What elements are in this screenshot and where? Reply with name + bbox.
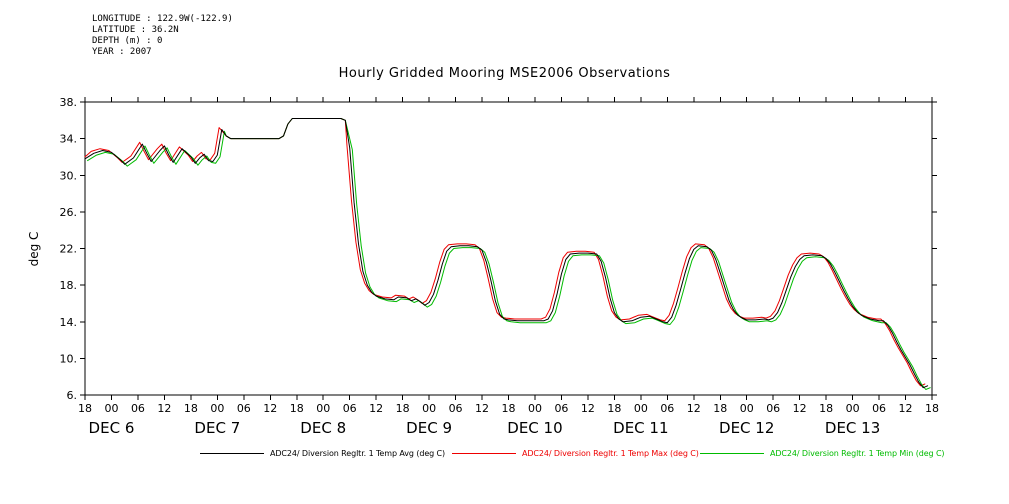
x-hour-tick-label: 06 xyxy=(872,402,886,415)
x-hour-tick-label: 00 xyxy=(740,402,754,415)
x-date-label: DEC 12 xyxy=(719,419,774,437)
legend-item-temp-max: ADC24/ Diversion Regltr. 1 Temp Max (deg… xyxy=(452,448,699,458)
plot-frame xyxy=(84,101,933,396)
x-hour-tick-label: 00 xyxy=(316,402,330,415)
x-hour-tick-label: 06 xyxy=(131,402,145,415)
x-hour-tick-label: 18 xyxy=(78,402,92,415)
y-tick-label: 38. xyxy=(60,96,78,109)
x-hour-tick-label: 18 xyxy=(290,402,304,415)
x-hour-tick-label: 18 xyxy=(502,402,516,415)
temp-avg-line-sample xyxy=(200,452,264,454)
y-tick-label: 10. xyxy=(60,352,78,365)
x-hour-tick-label: 18 xyxy=(396,402,410,415)
longitude-line: LONGITUDE : 122.9W(-122.9) xyxy=(92,14,233,24)
x-date-label: DEC 9 xyxy=(406,419,452,437)
series-line-temp-max xyxy=(84,118,926,387)
y-tick-label: 34. xyxy=(60,133,78,146)
x-date-label: DEC 11 xyxy=(613,419,668,437)
legend-item-temp-avg: ADC24/ Diversion Regltr. 1 Temp Avg (deg… xyxy=(200,448,445,458)
x-hour-tick-label: 00 xyxy=(634,402,648,415)
x-hour-tick-label: 18 xyxy=(607,402,621,415)
chart-title: Hourly Gridded Mooring MSE2006 Observati… xyxy=(338,66,671,81)
x-hour-tick-label: 18 xyxy=(184,402,198,415)
temp-min-line-sample xyxy=(700,452,764,454)
y-tick-label: 30. xyxy=(60,169,78,182)
x-hour-tick-label: 12 xyxy=(475,402,489,415)
x-hour-tick-label: 12 xyxy=(687,402,701,415)
x-hour-tick-label: 00 xyxy=(104,402,118,415)
x-hour-tick-label: 12 xyxy=(157,402,171,415)
x-date-label: DEC 7 xyxy=(194,419,240,437)
x-hour-tick-label: 00 xyxy=(210,402,224,415)
latitude-line: LATITUDE : 36.2N xyxy=(92,25,179,35)
x-hour-tick-label: 06 xyxy=(449,402,463,415)
x-hour-tick-label: 06 xyxy=(343,402,357,415)
x-hour-tick-label: 06 xyxy=(554,402,568,415)
x-hour-tick-label: 12 xyxy=(899,402,913,415)
y-tick-label: 14. xyxy=(60,316,78,329)
x-hour-tick-label: 18 xyxy=(819,402,833,415)
x-hour-tick-label: 06 xyxy=(660,402,674,415)
x-hour-tick-label: 00 xyxy=(846,402,860,415)
x-hour-tick-label: 12 xyxy=(793,402,807,415)
header-info-block: LONGITUDE : 122.9W(-122.9) LATITUDE : 36… xyxy=(92,14,233,58)
x-hour-tick-label: 06 xyxy=(237,402,251,415)
x-hour-tick-label: 06 xyxy=(766,402,780,415)
y-axis-label: deg C xyxy=(27,232,41,267)
temp-avg-legend-label: ADC24/ Diversion Regltr. 1 Temp Avg (deg… xyxy=(270,448,446,458)
x-date-label: DEC 6 xyxy=(89,419,135,437)
x-hour-tick-label: 12 xyxy=(581,402,595,415)
y-tick-label: 6. xyxy=(67,389,78,402)
legend-item-temp-min: ADC24/ Diversion Regltr. 1 Temp Min (deg… xyxy=(700,448,945,458)
x-hour-tick-label: 12 xyxy=(263,402,277,415)
y-tick-label: 22. xyxy=(60,243,78,256)
temp-max-line-sample xyxy=(452,452,516,454)
year-line: YEAR : 2007 xyxy=(92,47,152,57)
y-tick-label: 26. xyxy=(60,206,78,219)
x-date-label: DEC 10 xyxy=(507,419,562,437)
x-hour-tick-label: 18 xyxy=(925,402,939,415)
x-date-label: DEC 13 xyxy=(825,419,880,437)
x-hour-tick-label: 00 xyxy=(422,402,436,415)
series-line-temp-avg xyxy=(84,118,929,389)
temp-max-legend-label: ADC24/ Diversion Regltr. 1 Temp Max (deg… xyxy=(522,448,699,458)
x-hour-tick-label: 12 xyxy=(369,402,383,415)
y-tick-label: 18. xyxy=(60,279,78,292)
x-hour-tick-label: 18 xyxy=(713,402,727,415)
temp-min-legend-label: ADC24/ Diversion Regltr. 1 Temp Min (deg… xyxy=(770,448,945,458)
depth-line: DEPTH (m) : 0 xyxy=(92,36,163,46)
x-hour-tick-label: 00 xyxy=(528,402,542,415)
x-date-label: DEC 8 xyxy=(300,419,346,437)
